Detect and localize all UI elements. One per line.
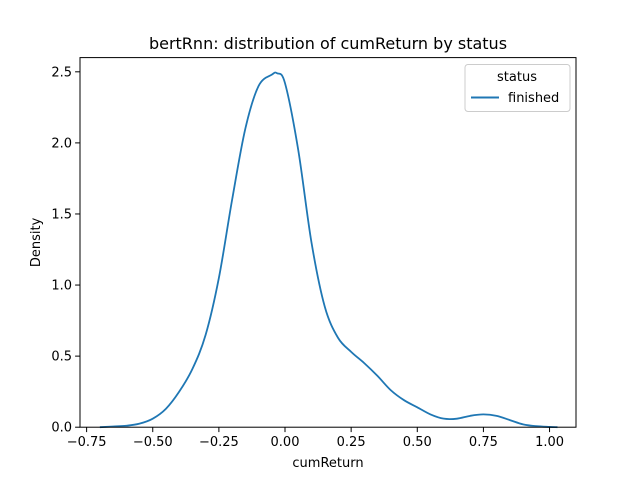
x-tick-label: −0.25 [199,435,239,450]
y-axis: 0.0 0.5 1.0 1.5 2.0 2.5 [51,65,80,436]
x-tick-label: 0.25 [337,435,366,450]
x-tick-label: 0.50 [403,435,432,450]
y-tick-label: 2.5 [51,65,72,80]
y-tick-label: 1.5 [51,207,72,222]
x-axis: −0.75 −0.50 −0.25 0.00 0.25 0.50 0.75 1.00 [67,427,564,450]
chart-title: bertRnn: distribution of cumReturn by st… [149,34,507,53]
y-tick-label: 0.5 [51,350,72,365]
legend-title: status [497,70,537,85]
plot-area [99,71,558,429]
x-tick-label: −0.50 [133,435,173,450]
axes-frame [79,57,577,428]
x-tick-label: 0.00 [271,435,300,450]
y-tick-label: 2.0 [51,136,72,151]
x-tick-label: 1.00 [535,435,564,450]
y-tick-label: 1.0 [51,279,72,294]
x-axis-label: cumReturn [292,456,363,471]
y-axis-label: Density [29,217,44,267]
series-line-finished [99,71,558,429]
legend-box [464,64,571,112]
legend[interactable]: status finished [464,64,571,112]
x-tick-label: 0.75 [469,435,498,450]
y-tick-label: 0.0 [51,421,72,436]
x-tick-label: −0.75 [67,435,107,450]
legend-label-finished: finished [508,91,559,106]
